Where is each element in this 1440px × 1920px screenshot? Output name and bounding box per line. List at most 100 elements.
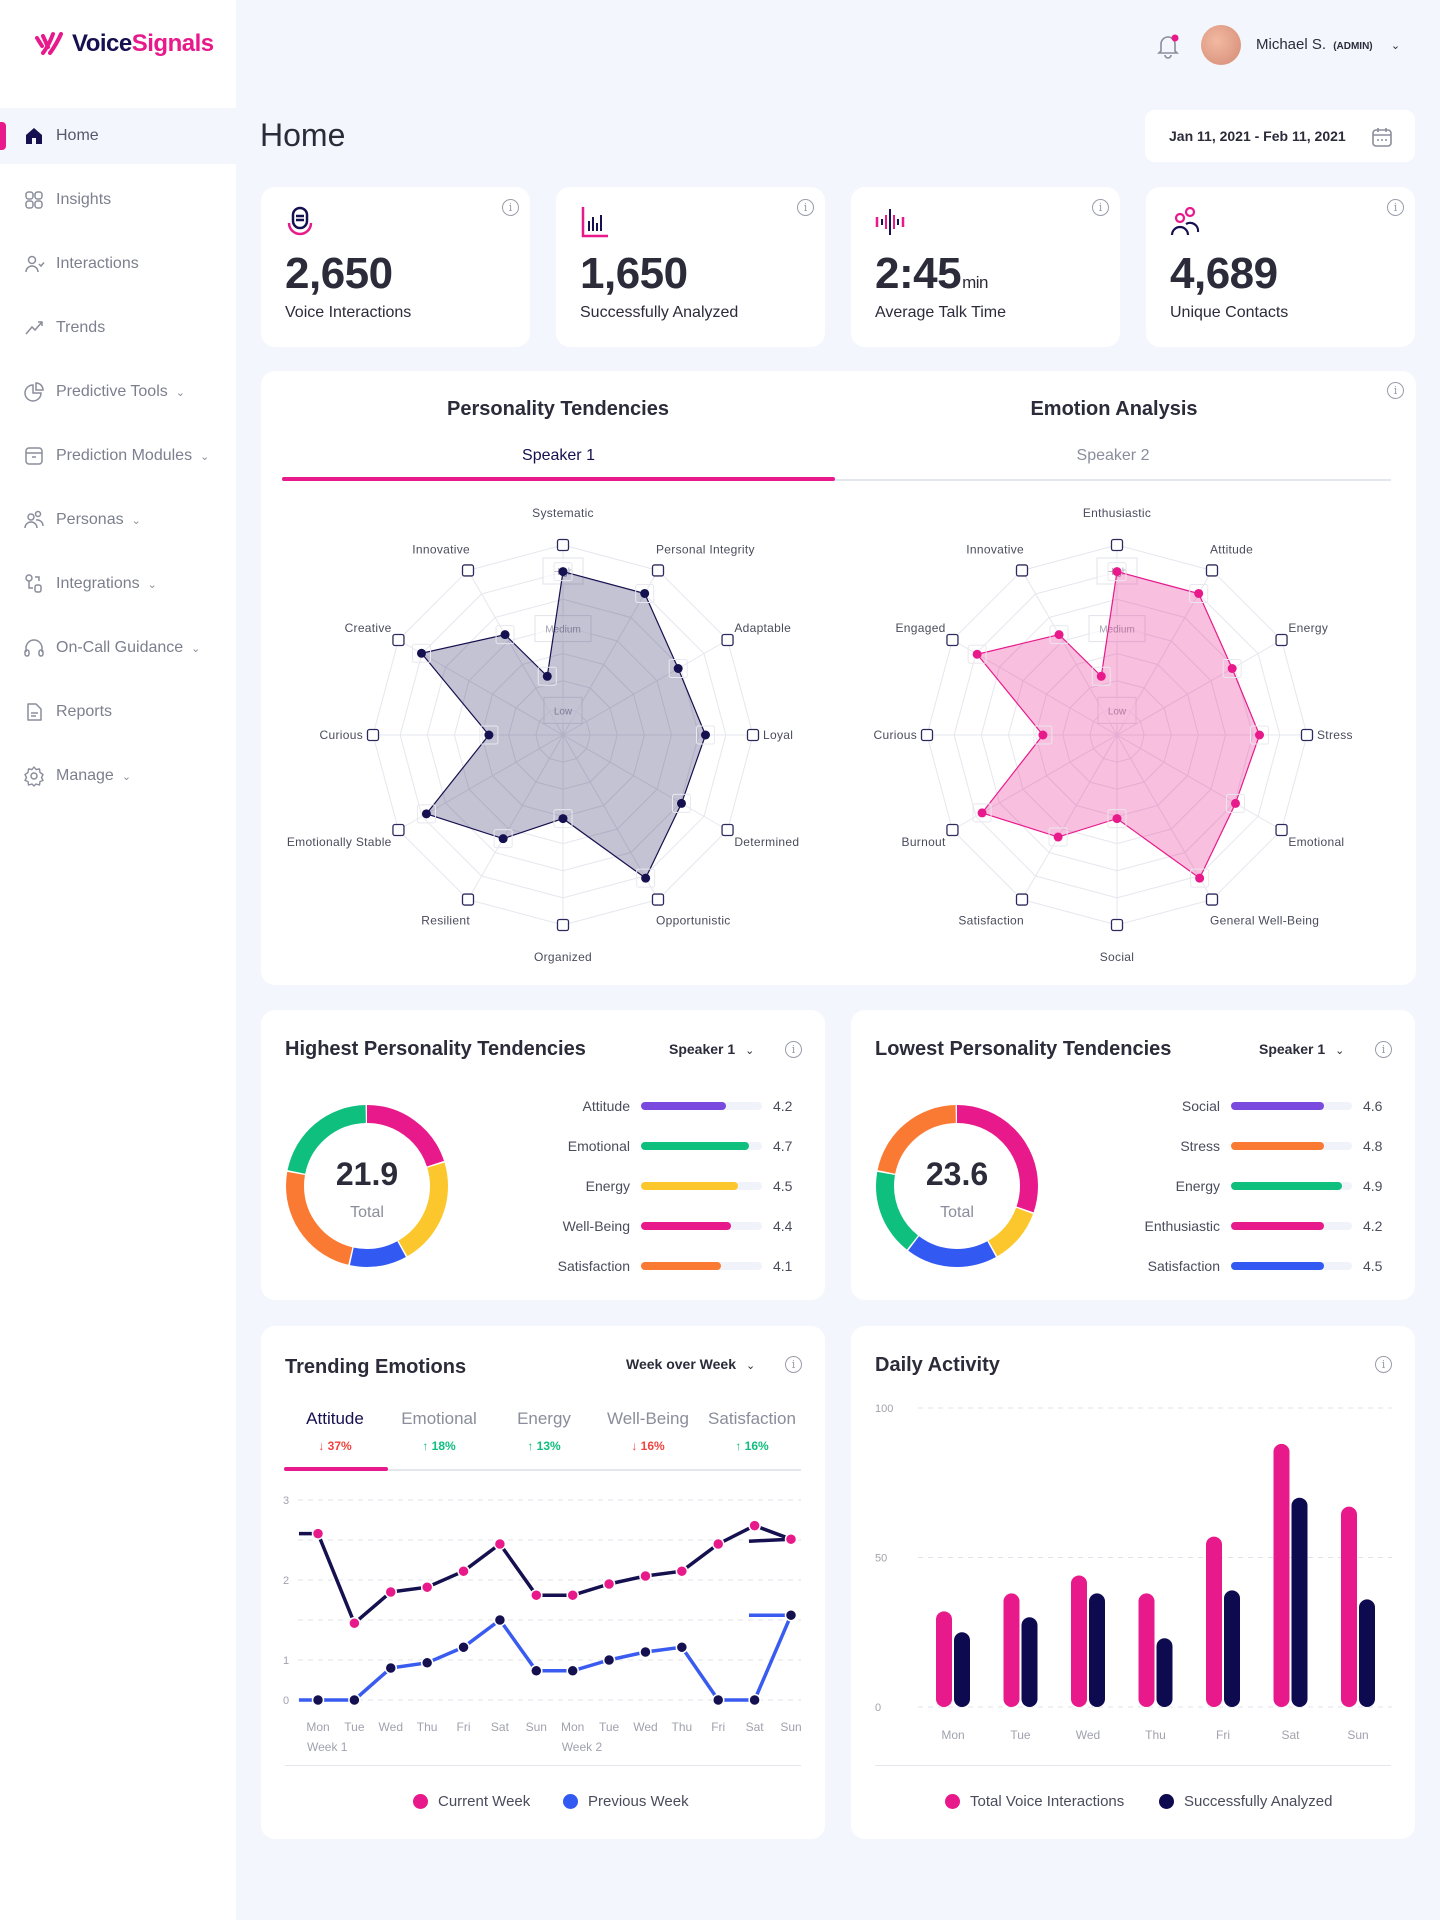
bar-successfully-analyzed[interactable] xyxy=(1156,1638,1173,1707)
data-point[interactable] xyxy=(748,1519,761,1532)
data-point[interactable] xyxy=(602,1577,616,1591)
sidebar-item-home[interactable]: Home xyxy=(0,108,236,164)
radar-point[interactable] xyxy=(500,630,510,640)
axis-checkbox[interactable] xyxy=(1110,538,1124,552)
bar-successfully-analyzed[interactable] xyxy=(1089,1593,1105,1707)
bar-total-voice-interactions[interactable] xyxy=(1273,1443,1290,1707)
sidebar-item-on-call-guidance[interactable]: On-Call Guidance ⌄ xyxy=(0,620,236,676)
radar-point[interactable] xyxy=(977,808,987,818)
radar-point[interactable] xyxy=(972,649,982,659)
axis-checkbox[interactable] xyxy=(1205,564,1219,577)
radar-point[interactable] xyxy=(421,809,431,819)
info-icon[interactable]: i xyxy=(502,199,519,216)
radar-point[interactable] xyxy=(640,588,650,598)
data-point[interactable] xyxy=(311,1693,325,1707)
logo[interactable]: VoiceSignals xyxy=(34,30,214,58)
axis-checkbox[interactable] xyxy=(556,918,570,932)
tab-emotional[interactable]: Emotional ↑ 18% xyxy=(384,1409,494,1453)
axis-checkbox[interactable] xyxy=(366,728,380,742)
bar-total-voice-interactions[interactable] xyxy=(936,1611,952,1707)
data-point[interactable] xyxy=(493,1537,507,1551)
date-range-picker[interactable]: Jan 11, 2021 - Feb 11, 2021 xyxy=(1145,110,1415,162)
info-icon[interactable]: i xyxy=(1375,1041,1392,1058)
radar-point[interactable] xyxy=(673,664,683,673)
info-icon[interactable]: i xyxy=(785,1041,802,1058)
radar-point[interactable] xyxy=(701,730,710,740)
sidebar-item-personas[interactable]: Personas ⌄ xyxy=(0,492,236,548)
axis-checkbox[interactable] xyxy=(721,823,734,837)
axis-checkbox[interactable] xyxy=(1275,823,1288,837)
bar-successfully-analyzed[interactable] xyxy=(1021,1617,1038,1707)
radar-point[interactable] xyxy=(1053,832,1063,842)
donut-segment[interactable] xyxy=(876,1105,1038,1267)
bar-successfully-analyzed[interactable] xyxy=(1291,1497,1308,1707)
data-point[interactable] xyxy=(420,1656,434,1670)
tab-speaker-2[interactable]: Speaker 2 xyxy=(835,447,1391,481)
bar-total-voice-interactions[interactable] xyxy=(1206,1536,1222,1707)
tab-speaker-1[interactable]: Speaker 1 xyxy=(282,447,835,481)
data-point[interactable] xyxy=(639,1569,652,1583)
data-point[interactable] xyxy=(675,1564,689,1578)
axis-checkbox[interactable] xyxy=(1015,893,1029,906)
radar-point[interactable] xyxy=(1255,730,1264,740)
sidebar-item-reports[interactable]: Reports xyxy=(0,684,236,740)
radar-point[interactable] xyxy=(558,814,568,824)
info-icon[interactable]: i xyxy=(1092,199,1109,216)
tab-energy[interactable]: Energy ↑ 13% xyxy=(489,1409,599,1453)
radar-point[interactable] xyxy=(1230,798,1240,808)
bar-total-voice-interactions[interactable] xyxy=(1138,1593,1155,1707)
axis-checkbox[interactable] xyxy=(746,728,760,742)
radar-point[interactable] xyxy=(1194,588,1204,598)
legend-successfully-analyzed[interactable]: Successfully Analyzed xyxy=(1159,1793,1332,1810)
data-point[interactable] xyxy=(348,1616,361,1630)
donut-segment[interactable] xyxy=(286,1105,448,1267)
radar-point[interactable] xyxy=(676,798,686,808)
legend-previous-week[interactable]: Previous Week xyxy=(563,1793,689,1810)
donut-segment[interactable] xyxy=(876,1105,1038,1267)
radar-point[interactable] xyxy=(1112,814,1122,824)
info-icon[interactable]: i xyxy=(1387,382,1404,399)
bar-total-voice-interactions[interactable] xyxy=(1003,1593,1020,1707)
data-point[interactable] xyxy=(566,1588,579,1602)
donut-segment[interactable] xyxy=(876,1105,1038,1267)
data-point[interactable] xyxy=(675,1640,689,1654)
info-icon[interactable]: i xyxy=(785,1356,802,1373)
data-point[interactable] xyxy=(566,1664,579,1678)
bar-total-voice-interactions[interactable] xyxy=(1071,1575,1087,1707)
bar-successfully-analyzed[interactable] xyxy=(954,1632,970,1707)
axis-checkbox[interactable] xyxy=(461,893,475,906)
info-icon[interactable]: i xyxy=(797,199,814,216)
speaker-dropdown[interactable]: Speaker 1 ⌄ xyxy=(1259,1041,1344,1057)
avatar[interactable] xyxy=(1201,25,1241,65)
axis-checkbox[interactable] xyxy=(946,823,959,837)
data-point[interactable] xyxy=(384,1585,398,1599)
axis-checkbox[interactable] xyxy=(651,893,665,906)
legend-total-voice-interactions[interactable]: Total Voice Interactions xyxy=(945,1793,1124,1810)
radar-point[interactable] xyxy=(1096,671,1106,681)
tab-satisfaction[interactable]: Satisfaction ↑ 16% xyxy=(697,1409,807,1453)
axis-checkbox[interactable] xyxy=(651,564,665,577)
sidebar-item-trends[interactable]: Trends xyxy=(0,300,236,356)
radar-point[interactable] xyxy=(558,567,568,577)
axis-checkbox[interactable] xyxy=(1205,893,1219,906)
radar-point[interactable] xyxy=(1054,630,1064,640)
bar-successfully-analyzed[interactable] xyxy=(1224,1590,1240,1707)
radar-point[interactable] xyxy=(1227,664,1237,673)
axis-checkbox[interactable] xyxy=(946,633,959,647)
donut-segment[interactable] xyxy=(286,1105,448,1267)
data-point[interactable] xyxy=(530,1664,543,1678)
data-point[interactable] xyxy=(420,1580,434,1594)
period-dropdown[interactable]: Week over Week ⌄ xyxy=(626,1356,755,1372)
radar-point[interactable] xyxy=(416,648,426,658)
speaker-dropdown[interactable]: Speaker 1 ⌄ xyxy=(669,1041,754,1057)
radar-point[interactable] xyxy=(498,834,508,844)
sidebar-item-integrations[interactable]: Integrations ⌄ xyxy=(0,556,236,612)
bar-successfully-analyzed[interactable] xyxy=(1359,1599,1375,1707)
sidebar-item-prediction-modules[interactable]: Prediction Modules ⌄ xyxy=(0,428,236,484)
legend-current-week[interactable]: Current Week xyxy=(413,1793,530,1810)
user-menu[interactable]: Michael S. (ADMIN) ⌄ xyxy=(1256,36,1400,53)
sidebar-item-insights[interactable]: Insights xyxy=(0,172,236,228)
axis-checkbox[interactable] xyxy=(721,633,734,647)
axis-checkbox[interactable] xyxy=(556,538,570,552)
data-point[interactable] xyxy=(457,1640,470,1654)
